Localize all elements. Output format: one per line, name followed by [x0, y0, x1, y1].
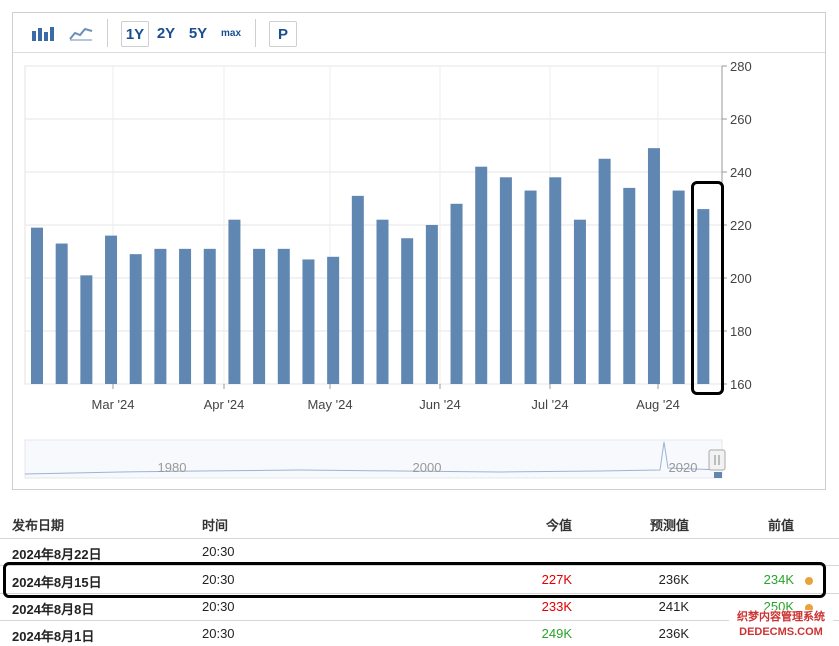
bar[interactable]: [302, 259, 315, 384]
table-divider: [0, 620, 839, 621]
navigator-year-label: 2020: [669, 460, 698, 475]
line-chart-icon[interactable]: [67, 21, 95, 45]
navigator-selection: [714, 472, 722, 478]
chart-panel: 1Y 2Y 5Y max P: [12, 12, 826, 490]
y-tick-label: 260: [730, 112, 752, 127]
bar[interactable]: [277, 248, 290, 384]
table-divider: [0, 538, 839, 539]
bar[interactable]: [351, 195, 364, 384]
bar[interactable]: [697, 209, 710, 384]
header-forecast: 预测值: [649, 518, 689, 533]
x-tick-label: Jul '24: [531, 397, 568, 412]
y-tick-label: 280: [730, 59, 752, 74]
row-date: 2024年8月1日: [12, 629, 95, 644]
bar[interactable]: [549, 177, 562, 384]
weekly-bar-chart: 160 180 200 220 240 260 280 Mar '24 Apr '24 May …: [24, 59, 752, 479]
row-actual: 227K: [541, 572, 572, 587]
x-tick-label: Mar '24: [92, 397, 135, 412]
bar-chart-icon[interactable]: [29, 21, 57, 45]
bar[interactable]: [55, 243, 68, 384]
bar[interactable]: [327, 256, 340, 384]
bar[interactable]: [475, 166, 488, 384]
bar[interactable]: [179, 248, 192, 384]
navigator-series-line: [24, 441, 723, 475]
bar[interactable]: [154, 248, 167, 384]
chart-toolbar: 1Y 2Y 5Y max P: [13, 13, 825, 53]
header-previous: 前值: [767, 518, 794, 533]
bar[interactable]: [623, 187, 636, 384]
chart-gridlines: [24, 65, 723, 385]
bar[interactable]: [31, 227, 43, 384]
highlight-last-bar-box: [691, 181, 724, 395]
watermark-line2: DEDECMS.COM: [739, 626, 823, 638]
range-max-button[interactable]: max: [220, 27, 241, 39]
row-date: 2024年8月22日: [12, 547, 102, 562]
row-time: 20:30: [202, 544, 235, 559]
toolbar-separator: [255, 19, 256, 47]
x-tick-label: May '24: [307, 397, 352, 412]
y-axis-ticks: 160 180 200 220 240 260 280: [721, 59, 752, 392]
header-actual: 今值: [545, 518, 572, 533]
navigator-handle[interactable]: [708, 449, 726, 471]
row-forecast: 236K: [658, 572, 689, 587]
row-time: 20:30: [202, 599, 235, 614]
x-tick-label: Jun '24: [419, 397, 461, 412]
bar[interactable]: [105, 235, 118, 384]
bar[interactable]: [129, 254, 142, 384]
row-date: 2024年8月8日: [12, 602, 95, 617]
row-forecast: 241K: [658, 599, 689, 614]
bar[interactable]: [401, 238, 414, 384]
y-tick-label: 160: [730, 377, 752, 392]
x-tick-label: Apr '24: [204, 397, 245, 412]
row-time: 20:30: [202, 626, 235, 641]
row-date: 2024年8月15日: [12, 575, 102, 590]
bar[interactable]: [499, 177, 512, 384]
p-button[interactable]: P: [269, 21, 297, 47]
bar[interactable]: [228, 219, 241, 384]
bar[interactable]: [524, 190, 537, 384]
bar[interactable]: [376, 219, 389, 384]
header-time: 时间: [202, 518, 229, 533]
bar[interactable]: [647, 148, 660, 384]
watermark: 织梦内容管理系统 DEDECMS.COM: [729, 610, 833, 644]
watermark-line1: 织梦内容管理系统: [737, 611, 825, 623]
bar[interactable]: [672, 190, 685, 384]
highlight-row-box: [3, 562, 826, 598]
navigator-year-label: 2000: [413, 460, 442, 475]
row-previous: 234K: [763, 572, 794, 587]
row-actual: 233K: [541, 599, 572, 614]
header-release-date: 发布日期: [12, 518, 65, 533]
bar[interactable]: [425, 225, 438, 384]
y-tick-label: 220: [730, 218, 752, 233]
x-tick-label: Aug '24: [636, 397, 680, 412]
bar[interactable]: [573, 219, 586, 384]
x-axis-ticks: Mar '24 Apr '24 May '24 Jun '24 Jul '24 Aug '…: [92, 384, 680, 412]
bar[interactable]: [203, 248, 216, 384]
range-1y-button[interactable]: 1Y: [121, 21, 149, 47]
row-actual: 249K: [541, 626, 572, 641]
bar[interactable]: [253, 248, 266, 384]
range-2y-button[interactable]: 2Y: [156, 24, 176, 42]
bar[interactable]: [598, 158, 611, 384]
y-tick-label: 200: [730, 271, 752, 286]
row-time: 20:30: [202, 572, 235, 587]
range-navigator: 1980 2000 2020: [24, 439, 726, 479]
bar[interactable]: [450, 203, 463, 384]
range-5y-button[interactable]: 5Y: [188, 24, 208, 42]
chart-bars: [31, 148, 710, 384]
y-tick-label: 180: [730, 324, 752, 339]
y-tick-label: 240: [730, 165, 752, 180]
row-forecast: 236K: [658, 626, 689, 641]
navigator-year-label: 1980: [158, 460, 187, 475]
bar[interactable]: [80, 275, 93, 384]
toolbar-separator: [107, 19, 108, 47]
